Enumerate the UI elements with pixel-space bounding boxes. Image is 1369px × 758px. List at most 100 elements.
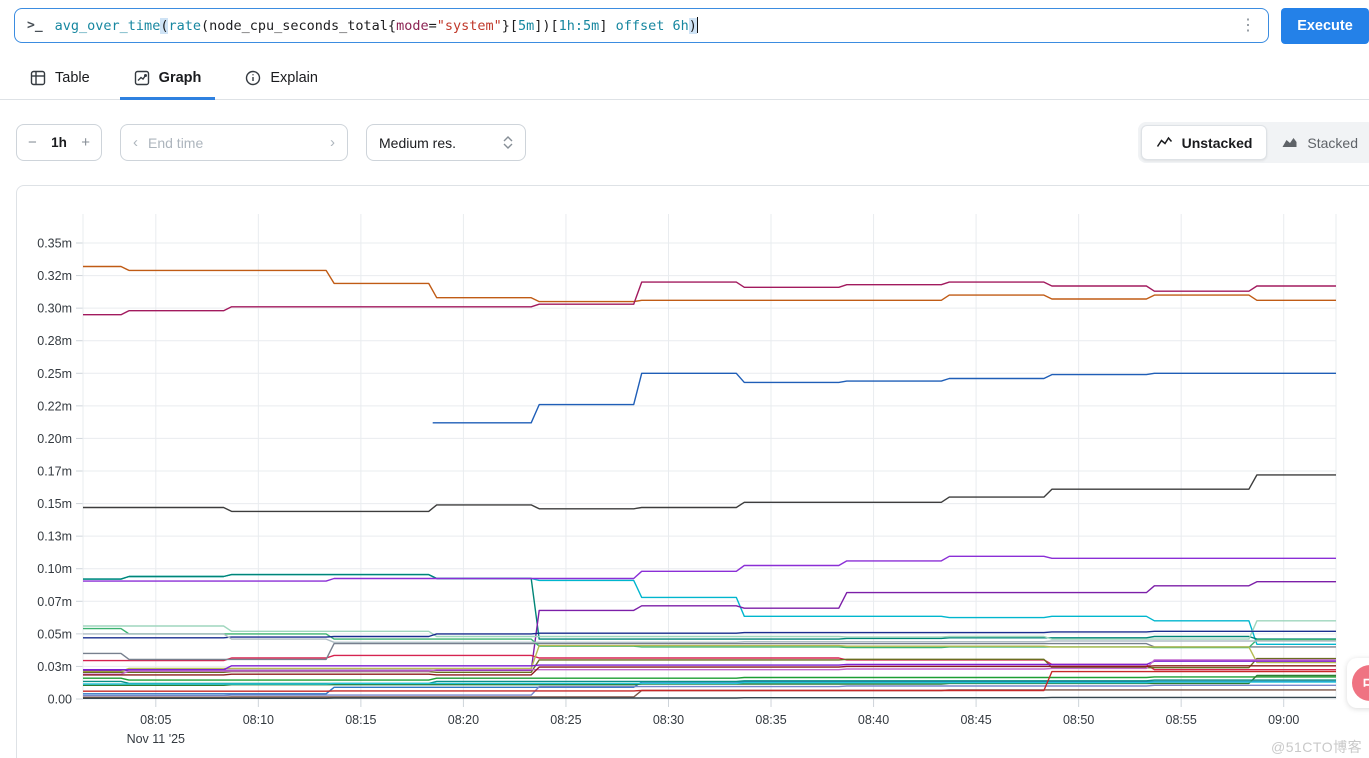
x-axis-label: 08:20 (448, 713, 479, 727)
range-value[interactable]: 1h (51, 135, 67, 150)
end-time-prev-icon[interactable]: ‹ (133, 134, 138, 151)
query-token: rate (168, 18, 201, 34)
info-circle-icon (245, 70, 261, 86)
tab-table[interactable]: Table (16, 64, 104, 100)
query-token: "system" (436, 18, 502, 34)
query-token: ( (160, 18, 169, 34)
y-axis-label: 0.07m (37, 595, 72, 609)
x-axis-label: 08:10 (243, 713, 274, 727)
y-axis-label: 0.20m (37, 432, 72, 446)
execute-button[interactable]: Execute (1281, 8, 1369, 44)
end-time-input[interactable]: End time (148, 134, 204, 151)
series-line-series-13 (83, 630, 1336, 639)
tab-graph-label: Graph (158, 70, 202, 86)
stacking-toggle: Unstacked Stacked (1137, 122, 1369, 163)
series-line-series-28 (83, 670, 1336, 692)
series-line-series-2 (83, 281, 1336, 316)
y-axis-label: 0.00 (48, 693, 72, 707)
tab-graph[interactable]: Graph (119, 64, 216, 100)
x-axis-date-label: Nov 11 '25 (127, 732, 185, 746)
series-line-series-12 (83, 620, 1336, 640)
end-time-picker[interactable]: ‹ End time › (120, 124, 348, 161)
y-axis-label: 0.25m (37, 367, 72, 381)
stacked-button[interactable]: Stacked (1267, 125, 1369, 160)
y-axis-label: 0.22m (37, 399, 72, 413)
series-line-series-7 (83, 555, 1336, 582)
query-token: avg_over_time (54, 18, 161, 34)
range-increase-button[interactable]: + (81, 134, 90, 151)
x-axis-label: 08:35 (755, 713, 786, 727)
y-axis-label: 0.17m (37, 465, 72, 479)
series-line-series-1 (83, 265, 1336, 303)
y-axis-label: 0.32m (37, 269, 72, 283)
y-axis-label: 0.28m (37, 334, 72, 348)
graph-icon (134, 70, 150, 86)
floating-widget: 中 (1347, 658, 1369, 708)
y-axis-label: 0.05m (37, 627, 72, 641)
series-line-series-10 (83, 642, 1336, 661)
query-input[interactable]: >_ avg_over_time(rate(node_cpu_seconds_t… (14, 8, 1269, 43)
y-axis-label: 0.15m (37, 497, 72, 511)
graph-controls: − 1h + ‹ End time › Medium res. Unstacke… (16, 122, 1369, 163)
query-bar: >_ avg_over_time(rate(node_cpu_seconds_t… (0, 0, 1369, 44)
stacked-label: Stacked (1307, 134, 1358, 151)
query-token: }[ (501, 18, 519, 34)
query-token: mode (396, 18, 429, 34)
graph-canvas[interactable]: 0.00 0.03m 0.05m 0.07m 0.10m 0.13m 0.15m 0.17m 0… (17, 186, 1369, 758)
series-line-series-20 (83, 633, 1336, 643)
series-line-series-3 (432, 372, 1336, 424)
range-decrease-button[interactable]: − (28, 134, 37, 151)
series-line-series-14 (83, 644, 1336, 673)
x-axis-label: 09:00 (1268, 713, 1299, 727)
chart-area-icon (1281, 134, 1298, 152)
query-token: ] (599, 18, 616, 34)
x-axis-label: 08:50 (1063, 713, 1094, 727)
x-axis-label: 08:25 (550, 713, 581, 727)
graph-panel: 0.00 0.03m 0.05m 0.07m 0.10m 0.13m 0.15m 0.17m 0… (16, 185, 1369, 758)
x-axis-label: 08:05 (140, 713, 171, 727)
end-time-next-icon[interactable]: › (330, 134, 335, 151)
series-line-series-16 (83, 660, 1336, 671)
unstacked-button[interactable]: Unstacked (1140, 125, 1268, 160)
query-token: = (428, 18, 437, 34)
y-axis-label: 0.13m (37, 530, 72, 544)
series-line-series-18 (83, 665, 1336, 676)
x-axis-label: 08:40 (858, 713, 889, 727)
resolution-select[interactable]: Medium res. (366, 124, 526, 161)
x-axis-label: 08:15 (345, 713, 376, 727)
y-axis-label: 0.03m (37, 660, 72, 674)
watermark: @51CTO博客 (1271, 739, 1363, 755)
series-line-series-6 (83, 573, 1336, 640)
query-token (664, 18, 672, 34)
series-line-series-27 (83, 681, 1336, 685)
query-expression[interactable]: avg_over_time(rate(node_cpu_seconds_tota… (55, 17, 1236, 34)
query-token: 6h (672, 18, 689, 34)
text-cursor (696, 17, 699, 33)
series-line-series-24 (83, 696, 1336, 699)
series-line-series-19 (83, 676, 1336, 681)
y-axis-label: 0.35m (37, 237, 72, 251)
tab-explain[interactable]: Explain (231, 64, 332, 100)
select-chevrons-icon (503, 136, 513, 149)
query-token: ])[ (534, 18, 559, 34)
y-axis-label: 0.30m (37, 302, 72, 316)
series-line-series-8 (83, 581, 1336, 671)
table-icon (30, 70, 46, 86)
x-axis-label: 08:30 (653, 713, 684, 727)
resolution-value: Medium res. (379, 134, 457, 151)
series-line-series-4 (83, 474, 1336, 513)
series-line-series-17 (83, 659, 1336, 675)
tab-table-label: Table (55, 70, 90, 86)
x-axis-label: 08:55 (1166, 713, 1197, 727)
series-line-series-22 (83, 684, 1336, 697)
x-axis-label: 08:45 (960, 713, 991, 727)
kebab-menu-icon[interactable]: ⋮ (1240, 16, 1256, 34)
range-stepper: − 1h + (16, 124, 102, 161)
query-token: offset (615, 18, 665, 34)
y-axis-label: 0.10m (37, 562, 72, 576)
unstacked-label: Unstacked (1181, 134, 1253, 151)
view-tabs: Table Graph Explain (0, 64, 1369, 100)
translate-fab-button[interactable]: 中 (1352, 665, 1369, 701)
query-token: (node_cpu_seconds_total{ (200, 18, 397, 34)
prompt-icon: >_ (27, 18, 43, 33)
